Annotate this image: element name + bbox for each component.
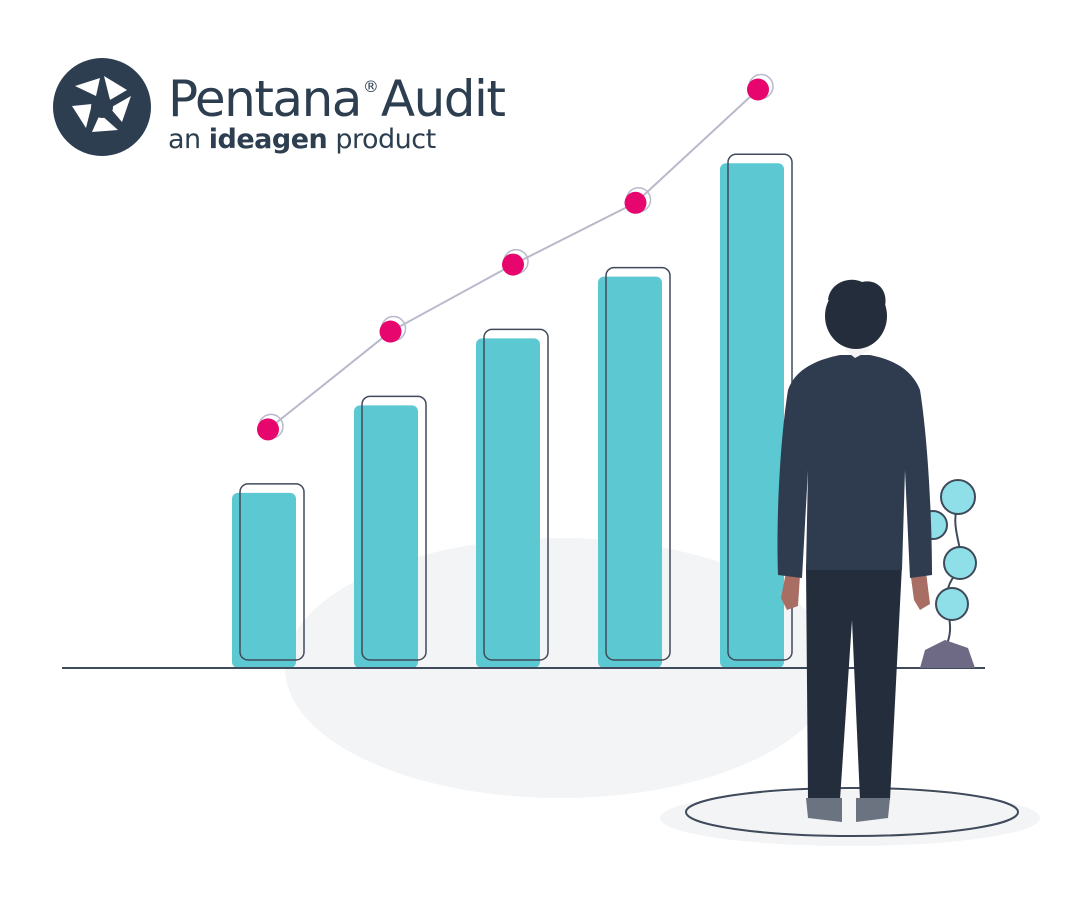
bar-1 xyxy=(232,492,296,668)
logo-name: Pentana xyxy=(168,70,362,128)
bar-3 xyxy=(476,338,540,668)
registered-mark: ® xyxy=(362,77,379,96)
trend-point-4 xyxy=(624,191,647,214)
trend-point-2 xyxy=(379,320,402,343)
logo-wordmark: Pentana ®Audit xyxy=(168,58,506,128)
bar-outline-4 xyxy=(605,266,671,661)
bar-outline-2 xyxy=(361,395,427,661)
tagline-pre: an xyxy=(168,124,201,155)
rock xyxy=(920,640,975,668)
bar-outline-3 xyxy=(483,328,549,661)
bar-outline-1 xyxy=(239,483,305,661)
aperture-icon xyxy=(53,58,151,156)
logo-tagline: an ideagen product xyxy=(168,124,505,156)
logo-product: Audit xyxy=(380,70,506,128)
bar-2 xyxy=(354,405,418,668)
trend-layer xyxy=(257,73,774,441)
tagline-brand: ideagen xyxy=(208,124,328,155)
bar-5 xyxy=(720,163,784,669)
logo: Pentana ®Audit an ideagen product xyxy=(168,58,506,156)
trend-point-1 xyxy=(257,418,279,441)
trend-point-5 xyxy=(747,78,769,101)
bar-4 xyxy=(598,276,662,668)
person xyxy=(777,279,932,822)
trend-point-3 xyxy=(502,253,524,276)
floor-ring xyxy=(685,787,1019,837)
tagline-post: product xyxy=(335,124,436,155)
